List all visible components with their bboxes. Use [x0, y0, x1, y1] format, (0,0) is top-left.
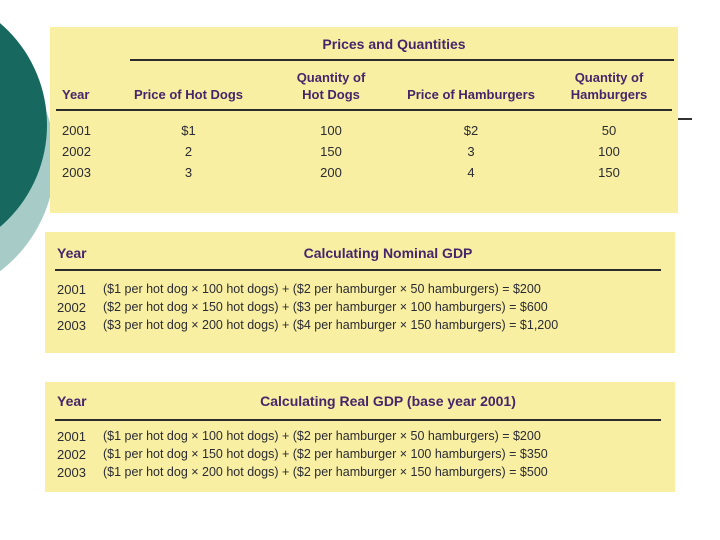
table-row: 2003 ($3 per hot dog × 200 hot dogs) + (… [45, 316, 675, 334]
cell-quantity-hot-dogs: 100 [320, 123, 342, 138]
cell-price-hamburgers: 4 [467, 165, 475, 180]
column-header-year: Year [62, 87, 90, 102]
table-title: Prices and Quantities [322, 36, 466, 52]
cell-price-hot-dogs: 3 [184, 165, 193, 180]
header-line: Quantity of [574, 70, 644, 85]
cell-year: 2002 [57, 299, 86, 315]
cell-formula: ($1 per hot dog × 100 hot dogs) + ($2 pe… [103, 282, 541, 296]
header-rule [55, 269, 661, 271]
table-body: 2001 ($1 per hot dog × 100 hot dogs) + (… [45, 280, 675, 334]
table-row: 2002 ($1 per hot dog × 150 hot dogs) + (… [45, 445, 675, 463]
table-header-row: Year Calculating Nominal GDP [45, 232, 675, 260]
cell-formula: ($1 per hot dog × 100 hot dogs) + ($2 pe… [103, 429, 541, 443]
header-line: Hot Dogs [302, 87, 360, 102]
title-rule [130, 59, 674, 61]
column-header-price-hot-dogs: Price of Hot Dogs [133, 87, 244, 102]
cell-quantity-hot-dogs: 200 [320, 165, 342, 180]
cell-year: 2001 [57, 281, 86, 297]
cell-quantity-hamburgers: 150 [598, 165, 620, 180]
table-row: 2003 ($1 per hot dog × 200 hot dogs) + (… [45, 463, 675, 481]
column-header-price-hamburgers: Price of Hamburgers [407, 87, 535, 102]
cell-year: 2003 [57, 317, 86, 333]
table-row: 2002 ($2 per hot dog × 150 hot dogs) + (… [45, 298, 675, 316]
table-row: 2003 3 200 4 150 [56, 162, 672, 183]
cell-formula: ($1 per hot dog × 200 hot dogs) + ($2 pe… [103, 465, 548, 479]
column-header-year: Year [57, 393, 87, 409]
column-header-year: Year [57, 245, 87, 261]
nominal-gdp-table: Year Calculating Nominal GDP 2001 ($1 pe… [45, 232, 675, 353]
cell-formula: ($1 per hot dog × 150 hot dogs) + ($2 pe… [103, 447, 548, 461]
header-rule [55, 419, 661, 421]
cell-formula: ($2 per hot dog × 150 hot dogs) + ($3 pe… [103, 300, 548, 314]
cell-price-hamburgers: $2 [463, 123, 479, 138]
table-row: 2002 2 150 3 100 [56, 141, 672, 162]
cell-quantity-hot-dogs: 150 [320, 144, 342, 159]
cell-price-hot-dogs: $1 [181, 123, 196, 138]
cell-price-hamburgers: 3 [467, 144, 475, 159]
table-header-row: Year Price of Hot Dogs Quantity of Hot D… [56, 61, 672, 111]
table-header-row: Year Calculating Real GDP (base year 200… [45, 382, 675, 408]
table-title: Calculating Nominal GDP [303, 245, 473, 261]
cell-year: 2003 [57, 464, 86, 480]
table-body: 2001 ($1 per hot dog × 100 hot dogs) + (… [45, 427, 675, 481]
table-title: Calculating Real GDP (base year 2001) [260, 393, 516, 409]
table-body: 2001 $1 100 $2 50 2002 2 150 3 100 2003 … [50, 111, 678, 183]
table-row: 2001 ($1 per hot dog × 100 hot dogs) + (… [45, 427, 675, 445]
cell-year: 2002 [62, 144, 91, 159]
cell-formula: ($3 per hot dog × 200 hot dogs) + ($4 pe… [103, 318, 559, 332]
side-dash [678, 118, 692, 120]
table-row: 2001 ($1 per hot dog × 100 hot dogs) + (… [45, 280, 675, 298]
header-line: Hamburgers [570, 87, 648, 102]
cell-quantity-hamburgers: 100 [598, 144, 620, 159]
column-header-quantity-hamburgers: Quantity of Hamburgers [546, 69, 672, 103]
prices-quantities-table: Prices and Quantities Year Price of Hot … [50, 27, 678, 213]
cell-year: 2001 [62, 123, 91, 138]
header-line: Quantity of [296, 70, 366, 85]
cell-year: 2001 [57, 428, 86, 444]
column-header-quantity-hot-dogs: Quantity of Hot Dogs [266, 69, 396, 103]
cell-year: 2002 [57, 446, 86, 462]
cell-price-hot-dogs: 2 [184, 144, 193, 159]
cell-quantity-hamburgers: 50 [601, 123, 617, 138]
table-row: 2001 $1 100 $2 50 [56, 120, 672, 141]
real-gdp-table: Year Calculating Real GDP (base year 200… [45, 382, 675, 492]
cell-year: 2003 [62, 165, 91, 180]
